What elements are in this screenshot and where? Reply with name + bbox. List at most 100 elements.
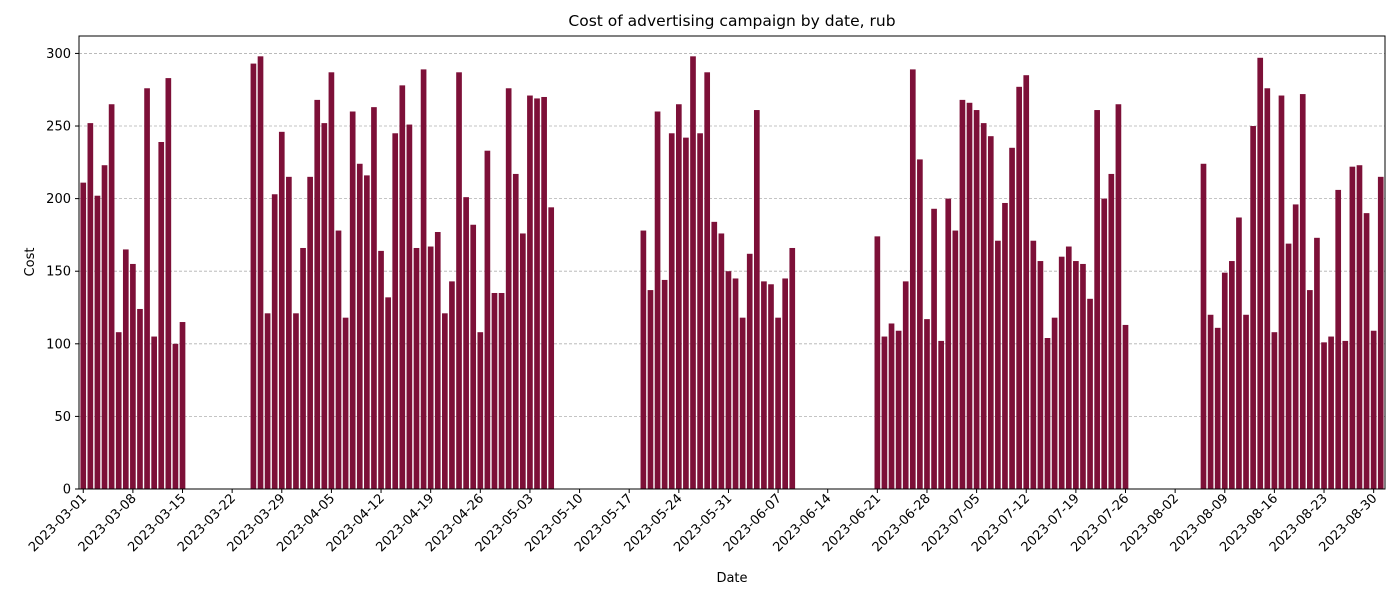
- bar: [335, 230, 342, 490]
- bar: [541, 96, 547, 489]
- bar: [895, 330, 902, 489]
- bar: [987, 136, 994, 490]
- bar: [902, 281, 909, 489]
- bar: [924, 319, 930, 489]
- bar: [1328, 336, 1334, 489]
- y-tick-label: 250: [46, 120, 71, 135]
- bar: [300, 247, 306, 489]
- bar: [739, 317, 746, 489]
- bar: [505, 88, 512, 490]
- bar: [661, 279, 668, 489]
- bar: [881, 336, 888, 489]
- bar: [1214, 327, 1221, 489]
- bar: [470, 224, 477, 489]
- bar: [909, 69, 916, 490]
- bar: [463, 197, 469, 490]
- y-axis: 0 50 100 150 200 250 300: [46, 47, 79, 498]
- bar: [293, 313, 299, 489]
- bar: [356, 163, 363, 489]
- bar: [1058, 256, 1065, 489]
- bar: [1342, 340, 1349, 489]
- y-tick-label: 50: [54, 410, 71, 425]
- bar: [434, 232, 441, 489]
- bar: [973, 110, 980, 489]
- bar: [87, 123, 94, 489]
- bar: [1321, 342, 1327, 489]
- y-tick-label: 0: [63, 483, 71, 498]
- bar: [1073, 261, 1079, 489]
- bar: [1087, 298, 1093, 489]
- bar: [1065, 246, 1072, 489]
- bar: [108, 104, 115, 489]
- bar: [768, 284, 774, 489]
- bar: [1051, 317, 1058, 489]
- bar: [761, 281, 767, 489]
- y-tick-label: 200: [46, 192, 71, 207]
- bar: [704, 72, 711, 489]
- bar: [711, 221, 718, 489]
- bar: [945, 198, 952, 489]
- bar: [122, 249, 129, 489]
- bar: [1377, 176, 1384, 489]
- bar: [364, 175, 370, 489]
- bar: [1115, 104, 1122, 489]
- bar: [94, 195, 101, 489]
- bar: [328, 72, 335, 489]
- bar: [115, 332, 122, 489]
- bar: [1243, 314, 1249, 489]
- bar: [1257, 57, 1264, 490]
- bar: [690, 56, 696, 489]
- bar: [349, 111, 356, 489]
- y-tick-label: 100: [46, 337, 71, 352]
- bar: [264, 313, 271, 489]
- bar: [392, 133, 399, 489]
- bar: [1236, 217, 1242, 489]
- bar: [1030, 240, 1037, 489]
- bar: [449, 281, 455, 489]
- bar: [789, 247, 796, 489]
- bar: [1307, 290, 1313, 489]
- bar: [1023, 75, 1030, 490]
- bar: [1250, 126, 1256, 490]
- bar: [512, 173, 519, 490]
- bar: [321, 123, 328, 489]
- bar: [1101, 198, 1108, 489]
- bar: [1108, 173, 1115, 490]
- bar: [654, 111, 661, 489]
- bar: [1207, 314, 1214, 489]
- bar: [427, 246, 434, 489]
- bar: [1080, 263, 1086, 489]
- bar: [1229, 261, 1235, 489]
- bars: [80, 56, 1384, 490]
- bar: [980, 123, 987, 489]
- bar: [158, 141, 165, 489]
- bar: [144, 88, 150, 490]
- bar: [1356, 165, 1363, 489]
- bar: [917, 159, 923, 490]
- bar: [718, 233, 725, 489]
- bar: [1314, 237, 1320, 489]
- bar: [442, 313, 448, 489]
- bar: [995, 240, 1001, 489]
- bar: [151, 336, 157, 489]
- bar: [527, 95, 533, 490]
- bar: [959, 99, 966, 489]
- bar: [888, 323, 895, 489]
- bar: [1335, 189, 1342, 489]
- bar: [1200, 163, 1207, 489]
- bar: [80, 182, 87, 489]
- bar: [775, 317, 781, 489]
- x-axis: 2023-03-012023-03-082023-03-152023-03-22…: [26, 489, 1380, 555]
- bar: [782, 278, 789, 489]
- bar: [931, 208, 937, 489]
- y-tick-label: 300: [46, 47, 71, 62]
- bar: [640, 230, 647, 490]
- bar: [753, 110, 760, 489]
- bar: [952, 230, 959, 490]
- y-tick-label: 150: [46, 265, 71, 280]
- bar: [385, 297, 391, 489]
- bar: [1349, 166, 1356, 489]
- bar: [534, 98, 540, 490]
- bar: [1002, 202, 1008, 489]
